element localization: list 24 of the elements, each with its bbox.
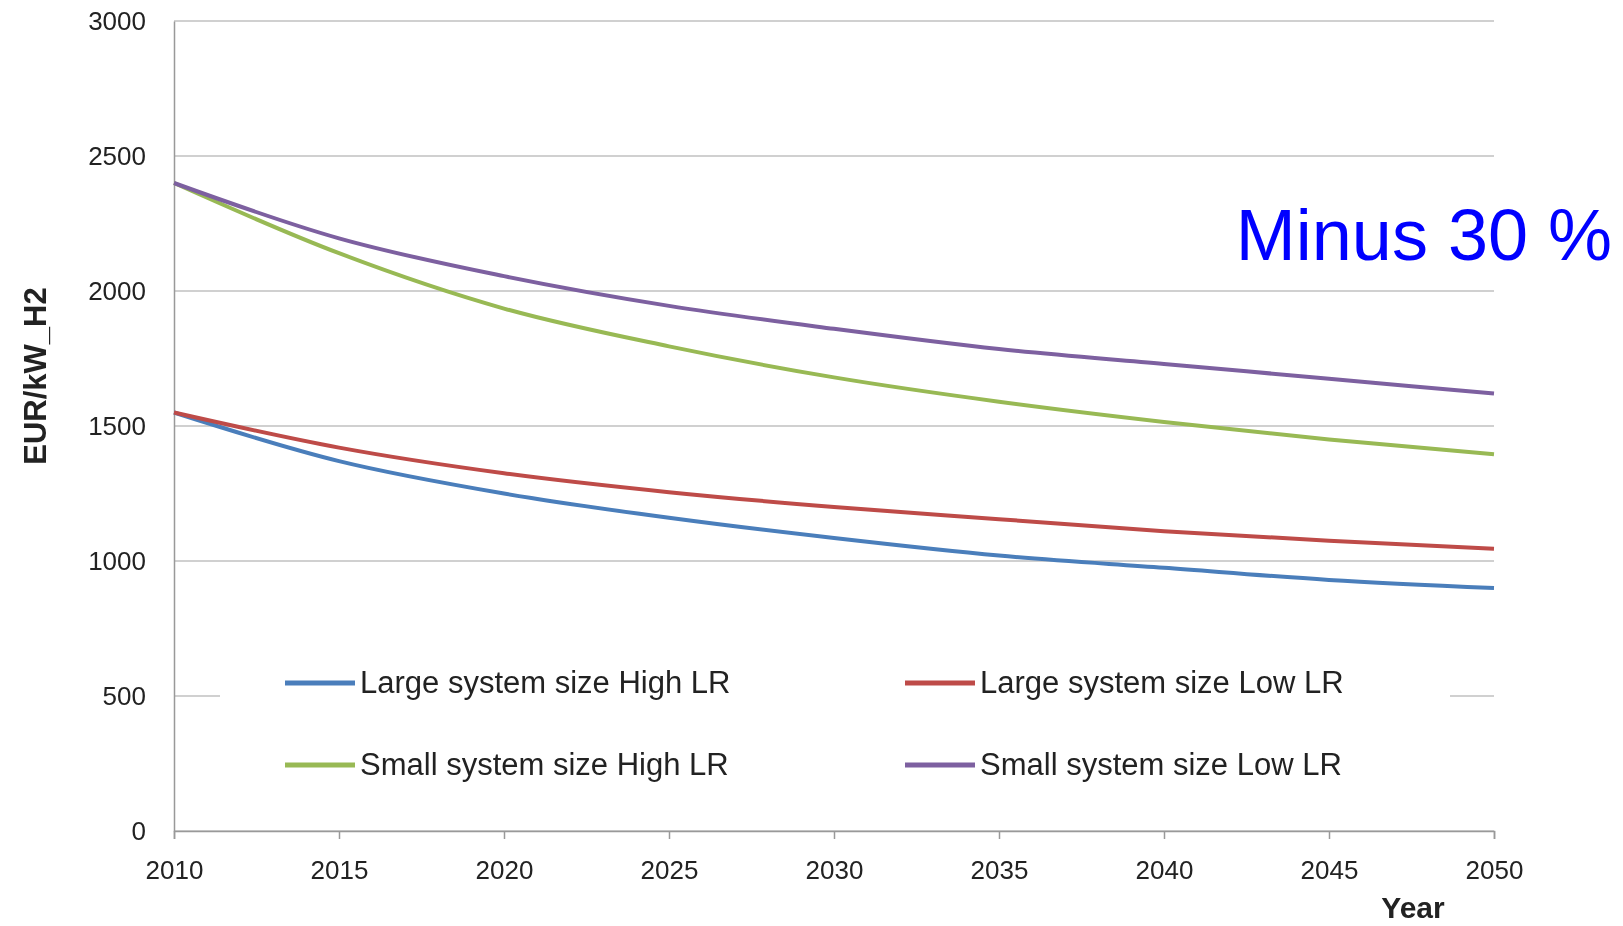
y-tick-label: 0 <box>131 815 146 846</box>
x-tick-label: 2035 <box>970 855 1029 886</box>
annotation: Minus 30 % <box>1235 195 1612 275</box>
x-tick-label: 2045 <box>1300 855 1359 886</box>
legend-label: Small system size Low LR <box>980 747 1342 782</box>
x-tick-label: 2025 <box>640 855 699 886</box>
y-tick-label: 1000 <box>88 545 146 576</box>
legend-label: Large system size Low LR <box>980 665 1344 700</box>
x-tick-label: 2010 <box>145 855 204 886</box>
y-tick-label: 2500 <box>88 140 146 171</box>
y-tick-label: 3000 <box>88 5 146 36</box>
x-tick-label: 2020 <box>475 855 534 886</box>
legend-label: Small system size High LR <box>360 747 729 782</box>
y-tick-label: 1500 <box>88 410 146 441</box>
y-tick-label: 500 <box>102 680 146 711</box>
x-tick-label: 2040 <box>1135 855 1194 886</box>
legend-label: Large system size High LR <box>360 665 731 700</box>
x-tick-label: 2015 <box>310 855 369 886</box>
x-tick-label: 2050 <box>1465 855 1524 886</box>
y-axis-title: EUR/kW_H2 <box>18 287 53 465</box>
line-series <box>172 410 1496 551</box>
x-axis-title: Year <box>1381 891 1446 924</box>
y-tick-label: 2000 <box>88 275 146 306</box>
x-tick-label: 2030 <box>805 855 864 886</box>
